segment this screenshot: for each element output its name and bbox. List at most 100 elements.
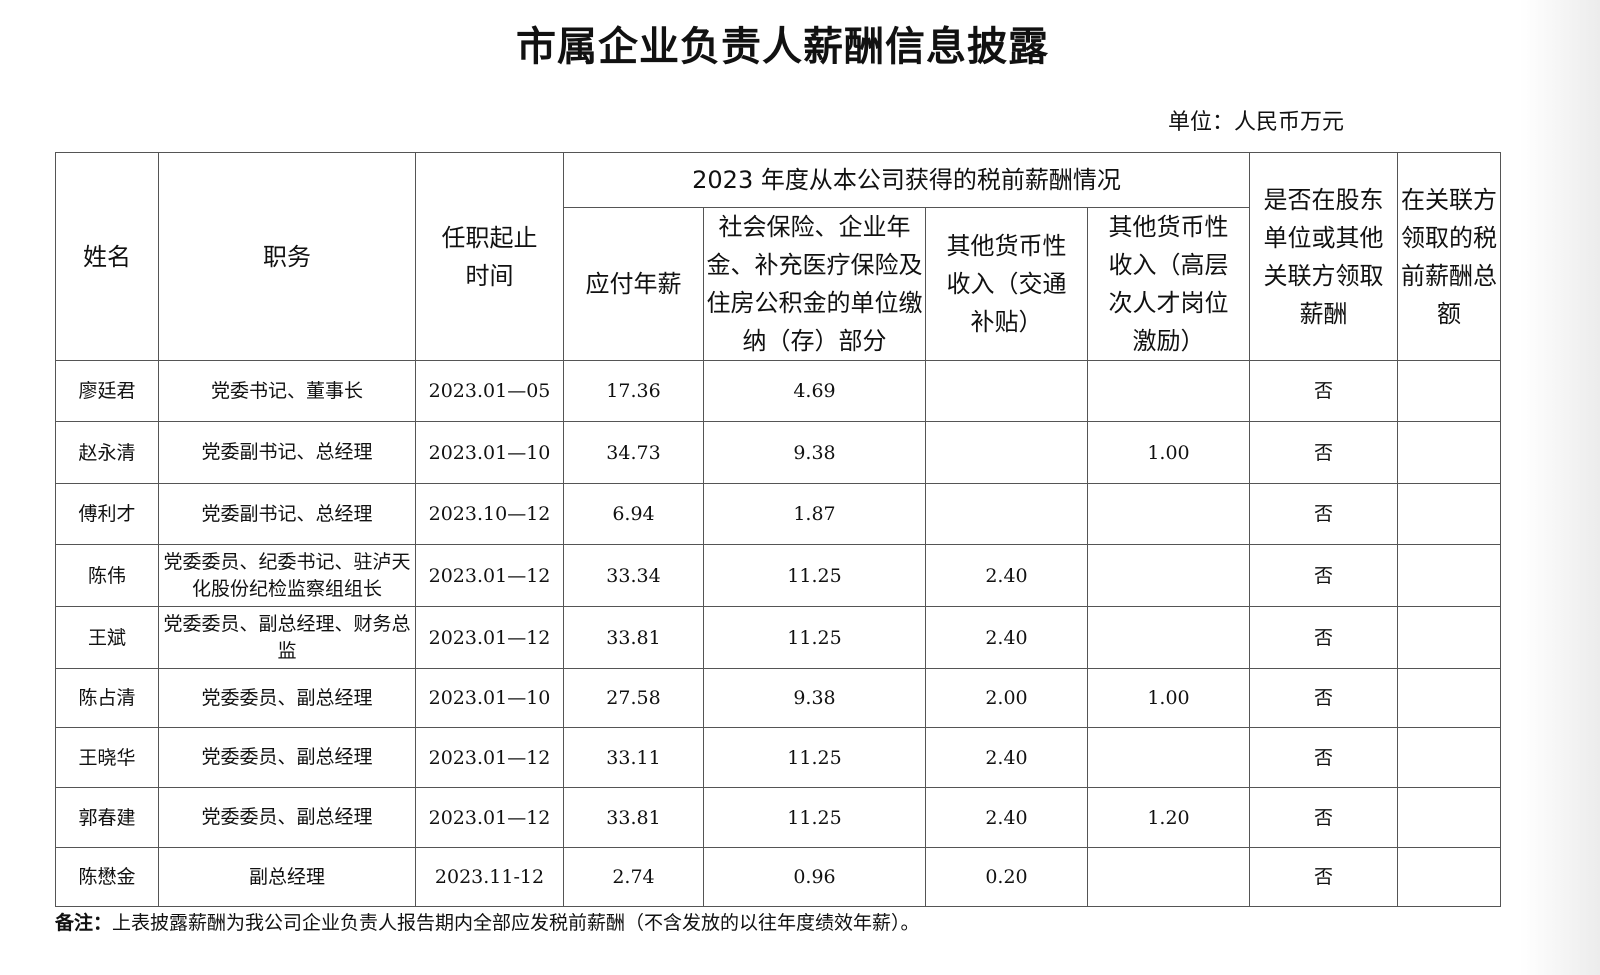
cell-insurance: 11.25 xyxy=(703,787,926,848)
cell-position: 党委委员、副总经理 xyxy=(158,787,416,848)
cell-name: 王晓华 xyxy=(55,727,159,788)
cell-name: 赵永清 xyxy=(55,421,159,484)
cell-related-total xyxy=(1397,421,1501,484)
cell-insurance: 9.38 xyxy=(703,668,926,728)
cell-talent xyxy=(1087,544,1250,607)
cell-related-total xyxy=(1397,483,1501,545)
page-title: 市属企业负责人薪酬信息披露 xyxy=(516,24,1049,70)
cell-insurance: 11.25 xyxy=(703,606,926,669)
header-name: 姓名 xyxy=(55,152,159,361)
cell-name: 傅利才 xyxy=(55,483,159,545)
unit-label: 单位：人民币万元 xyxy=(1168,110,1345,135)
cell-position: 党委委员、副总经理、财务总监 xyxy=(158,606,416,669)
cell-related-total xyxy=(1397,360,1501,422)
header-salary: 应付年薪 xyxy=(563,207,704,361)
cell-tenure: 2023.01—12 xyxy=(415,787,564,848)
cell-related: 否 xyxy=(1249,668,1398,728)
cell-name: 郭春建 xyxy=(55,787,159,848)
cell-transport: 2.40 xyxy=(925,606,1088,669)
cell-related: 否 xyxy=(1249,483,1398,545)
cell-related: 否 xyxy=(1249,787,1398,848)
cell-transport: 0.20 xyxy=(925,847,1088,907)
cell-related-total xyxy=(1397,668,1501,728)
cell-talent: 1.00 xyxy=(1087,668,1250,728)
cell-related: 否 xyxy=(1249,544,1398,607)
footnote: 备注：上表披露薪酬为我公司企业负责人报告期内全部应发税前薪酬（不含发放的以往年度… xyxy=(55,908,920,935)
cell-salary: 33.81 xyxy=(563,787,704,848)
header-related-party: 是否在股东单位或其他关联方领取薪酬 xyxy=(1249,152,1398,361)
cell-salary: 2.74 xyxy=(563,847,704,907)
cell-position: 党委委员、副总经理 xyxy=(158,668,416,728)
cell-tenure: 2023.01—12 xyxy=(415,606,564,669)
cell-talent: 1.00 xyxy=(1087,421,1250,484)
cell-salary: 27.58 xyxy=(563,668,704,728)
cell-transport: 2.00 xyxy=(925,668,1088,728)
header-other-transport: 其他货币性收入（交通补贴） xyxy=(925,207,1088,361)
cell-talent xyxy=(1087,606,1250,669)
cell-insurance: 1.87 xyxy=(703,483,926,545)
table-row: 陈占清 党委委员、副总经理 2023.01—10 27.58 9.38 2.00 1.00 否 xyxy=(55,668,1501,728)
cell-tenure: 2023.01—12 xyxy=(415,544,564,607)
cell-talent xyxy=(1087,847,1250,907)
header-related-total: 在关联方领取的税前薪酬总额 xyxy=(1397,152,1501,361)
cell-insurance: 0.96 xyxy=(703,847,926,907)
cell-related-total xyxy=(1397,787,1501,848)
table-row: 陈懋金 副总经理 2023.11-12 2.74 0.96 0.20 否 xyxy=(55,847,1501,907)
cell-name: 陈伟 xyxy=(55,544,159,607)
cell-position: 党委副书记、总经理 xyxy=(158,421,416,484)
cell-position: 党委副书记、总经理 xyxy=(158,483,416,545)
cell-name: 陈占清 xyxy=(55,668,159,728)
header-position: 职务 xyxy=(158,152,416,361)
cell-insurance: 11.25 xyxy=(703,727,926,788)
cell-tenure: 2023.11-12 xyxy=(415,847,564,907)
table-row: 赵永清 党委副书记、总经理 2023.01—10 34.73 9.38 1.00 否 xyxy=(55,421,1501,484)
cell-transport: 2.40 xyxy=(925,727,1088,788)
cell-salary: 6.94 xyxy=(563,483,704,545)
cell-related-total xyxy=(1397,606,1501,669)
table-row: 郭春建 党委委员、副总经理 2023.01—12 33.81 11.25 2.40 1.20… xyxy=(55,787,1501,848)
cell-related: 否 xyxy=(1249,847,1398,907)
cell-salary: 33.34 xyxy=(563,544,704,607)
page-edge-shadow xyxy=(1520,0,1600,975)
header-tenure: 任职起止时间 xyxy=(415,152,564,361)
cell-salary: 33.11 xyxy=(563,727,704,788)
header-insurance: 社会保险、企业年金、补充医疗保险及住房公积金的单位缴纳（存）部分 xyxy=(703,207,926,361)
cell-name: 陈懋金 xyxy=(55,847,159,907)
table-row: 王晓华 党委委员、副总经理 2023.01—12 33.11 11.25 2.40 否 xyxy=(55,727,1501,788)
cell-salary: 17.36 xyxy=(563,360,704,422)
salary-table: 姓名 职务 任职起止时间 2023 年度从本公司获得的税前薪酬情况 是否在股东单… xyxy=(55,152,1501,907)
cell-position: 党委书记、董事长 xyxy=(158,360,416,422)
cell-tenure: 2023.01—10 xyxy=(415,421,564,484)
cell-transport: 2.40 xyxy=(925,787,1088,848)
cell-transport xyxy=(925,483,1088,545)
cell-insurance: 4.69 xyxy=(703,360,926,422)
cell-related: 否 xyxy=(1249,727,1398,788)
cell-transport xyxy=(925,360,1088,422)
cell-name: 廖廷君 xyxy=(55,360,159,422)
cell-related: 否 xyxy=(1249,606,1398,669)
table-row: 王斌 党委委员、副总经理、财务总监 2023.01—12 33.81 11.25 2.40… xyxy=(55,606,1501,669)
cell-salary: 33.81 xyxy=(563,606,704,669)
cell-name: 王斌 xyxy=(55,606,159,669)
cell-tenure: 2023.01—12 xyxy=(415,727,564,788)
table-row: 陈伟 党委委员、纪委书记、驻泸天化股份纪检监察组组长 2023.01—12 33.34… xyxy=(55,544,1501,607)
cell-tenure: 2023.01—10 xyxy=(415,668,564,728)
cell-position: 党委委员、纪委书记、驻泸天化股份纪检监察组组长 xyxy=(158,544,416,607)
footnote-text: 上表披露薪酬为我公司企业负责人报告期内全部应发税前薪酬（不含发放的以往年度绩效年… xyxy=(112,912,920,934)
cell-position: 党委委员、副总经理 xyxy=(158,727,416,788)
cell-tenure: 2023.10—12 xyxy=(415,483,564,545)
cell-talent xyxy=(1087,360,1250,422)
cell-transport: 2.40 xyxy=(925,544,1088,607)
cell-tenure: 2023.01—05 xyxy=(415,360,564,422)
table-row: 傅利才 党委副书记、总经理 2023.10—12 6.94 1.87 否 xyxy=(55,483,1501,545)
cell-related-total xyxy=(1397,727,1501,788)
cell-position: 副总经理 xyxy=(158,847,416,907)
cell-salary: 34.73 xyxy=(563,421,704,484)
cell-talent xyxy=(1087,727,1250,788)
footnote-label: 备注： xyxy=(55,912,113,934)
cell-insurance: 11.25 xyxy=(703,544,926,607)
header-group: 2023 年度从本公司获得的税前薪酬情况 xyxy=(563,152,1250,208)
cell-transport xyxy=(925,421,1088,484)
cell-related: 否 xyxy=(1249,421,1398,484)
cell-related-total xyxy=(1397,544,1501,607)
